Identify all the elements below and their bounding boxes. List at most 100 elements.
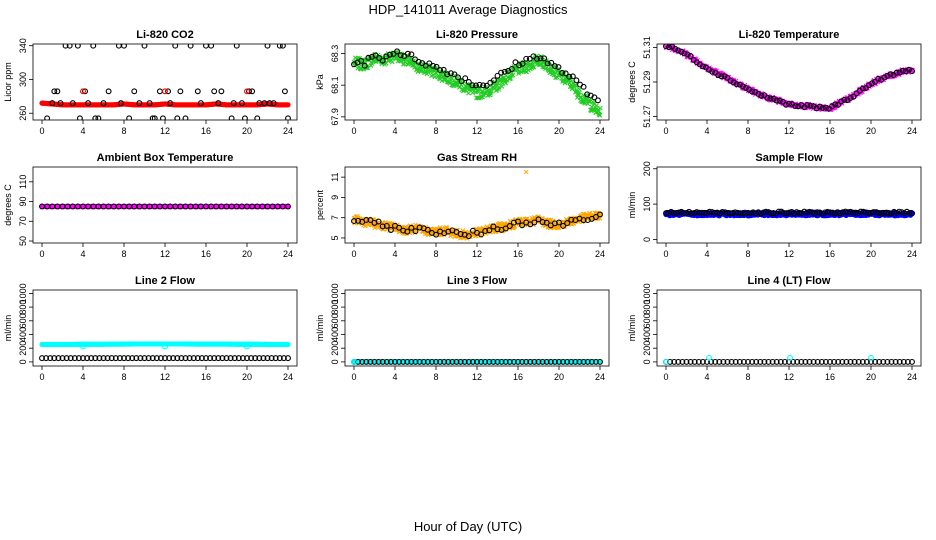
y-tick-label: 9 (330, 195, 340, 200)
data-point (494, 226, 501, 233)
data-point (63, 355, 70, 362)
data-point (389, 59, 395, 65)
x-tick-label: 24 (907, 372, 917, 382)
data-point (560, 358, 567, 365)
data-point (254, 115, 261, 120)
x-tick-label: 8 (745, 126, 750, 136)
data-point (795, 103, 802, 110)
data-point (281, 88, 288, 95)
data-point (764, 94, 771, 101)
data-point (472, 233, 478, 239)
series-averages (351, 358, 603, 365)
data-point (365, 65, 371, 71)
data-point (165, 88, 172, 95)
data-point (129, 355, 136, 362)
data-point (285, 102, 291, 108)
data-point (814, 358, 821, 365)
y-axis-label: ml/min (3, 315, 13, 342)
panel-pressure: Li-820 Pressure kPa 0 4 8 12 16 20 24 67.9 68.1 68.… (315, 29, 610, 136)
data-point (769, 358, 776, 365)
data-point (806, 358, 813, 365)
data-point (412, 358, 419, 365)
data-point (584, 358, 591, 365)
data-point (893, 69, 900, 76)
data-point (285, 355, 291, 362)
data-point (675, 47, 682, 54)
y-axis-label: ml/min (627, 315, 637, 342)
y-tick-label: 0 (642, 237, 652, 242)
panel-title: Ambient Box Temperature (97, 152, 234, 164)
data-point (396, 358, 403, 365)
data-point (547, 358, 554, 365)
data-point (876, 358, 883, 365)
data-point (412, 228, 419, 235)
panel-co2: Li-820 CO2 Licor ppm 0 4 8 12 16 20 24 260 300 340 (3, 29, 298, 136)
x-tick-label: 12 (160, 249, 170, 259)
data-point (515, 218, 521, 225)
data-point (906, 210, 913, 216)
data-point (166, 355, 173, 362)
series-averages (39, 355, 291, 362)
data-point (457, 231, 464, 237)
data-point (494, 358, 501, 365)
data-point (88, 355, 95, 362)
data-point (359, 358, 366, 365)
data-point (512, 59, 519, 66)
data-point (494, 72, 501, 79)
x-tick-label: 4 (80, 126, 85, 136)
data-point (420, 358, 427, 365)
data-point (535, 216, 542, 223)
data-point (69, 100, 76, 107)
data-point (572, 82, 578, 88)
data-point (568, 358, 575, 365)
data-point (207, 355, 214, 362)
data-point (449, 358, 456, 365)
panel-sflow: Sample Flow ml/min 0 4 8 12 16 20 24 0 100 200 (627, 152, 922, 259)
y-tick-label: 0 (642, 359, 652, 364)
data-point (835, 101, 842, 108)
data-point (773, 97, 780, 104)
data-point (597, 358, 603, 365)
series-start (351, 358, 357, 365)
data-point (55, 355, 62, 362)
data-point (100, 355, 107, 362)
x-tick-label: 20 (554, 249, 564, 259)
data-point (238, 100, 245, 107)
data-point (506, 223, 513, 229)
data-point (672, 45, 679, 52)
y-tick-label: 400 (642, 327, 652, 342)
x-tick-label: 12 (784, 372, 794, 382)
x-tick-label: 24 (283, 249, 293, 259)
x-tick-label: 20 (242, 249, 252, 259)
data-point (543, 219, 550, 226)
data-point (909, 68, 915, 75)
data-point (465, 233, 472, 240)
data-point (44, 115, 51, 120)
y-axis-label: degrees C (3, 184, 13, 226)
y-tick-label: 400 (330, 327, 340, 342)
data-point (492, 229, 498, 235)
data-point (415, 58, 422, 65)
data-point (508, 76, 513, 81)
data-point (211, 355, 218, 362)
data-point (592, 358, 599, 365)
data-point (721, 73, 728, 80)
data-point (758, 92, 765, 99)
data-point (902, 68, 909, 75)
data-point (39, 355, 45, 362)
x-tick-label: 20 (242, 126, 252, 136)
data-point (515, 358, 521, 365)
data-point (372, 225, 378, 231)
data-point (416, 224, 423, 231)
data-point (126, 115, 133, 120)
data-point (573, 87, 579, 93)
y-tick-label: 200 (642, 161, 652, 176)
data-point (816, 103, 823, 110)
data-point (770, 95, 777, 102)
x-tick-label: 20 (866, 126, 876, 136)
data-point (433, 358, 439, 365)
data-point (539, 358, 546, 365)
data-point (720, 358, 727, 365)
data-point (54, 88, 61, 95)
data-point (749, 88, 756, 95)
